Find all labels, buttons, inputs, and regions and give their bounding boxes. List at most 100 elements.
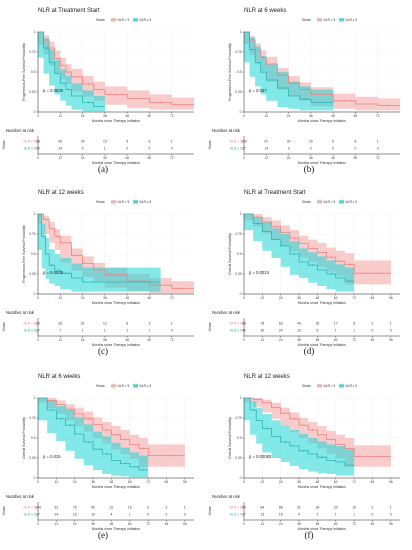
risk-count: 0 <box>171 329 173 333</box>
risk-count: 2 <box>166 506 168 510</box>
risk-x-tick-label: 24 <box>279 522 283 526</box>
y-axis-label: Progression-Free Survival Probability <box>228 43 232 101</box>
x-tick-label: 84 <box>371 480 375 484</box>
risk-count: 1 <box>104 147 106 151</box>
legend: Strata NLR < 5 NLR ≥ 5 <box>302 199 357 204</box>
risk-count: 6 <box>316 329 318 333</box>
risk-x-tick-label: 48 <box>110 522 114 526</box>
risk-row-label-0: NLR < 5 <box>23 140 36 144</box>
x-tick-label: 36 <box>103 296 107 300</box>
risk-count: 5 <box>82 147 84 151</box>
panel-title: NLR at 12 weeks <box>244 374 290 380</box>
risk-count: 16 <box>279 513 283 517</box>
risk-count: 27 <box>36 513 40 517</box>
risk-count: 2 <box>310 147 312 151</box>
risk-count: 44 <box>297 322 301 326</box>
risk-x-tick-label: 96 <box>389 522 393 526</box>
risk-x-tick-label: 72 <box>146 522 150 526</box>
x-tick-label: 24 <box>287 114 291 118</box>
y-tick-label: 0.5 <box>237 436 242 440</box>
x-tick-label: 0 <box>243 480 245 484</box>
legend-label-0: NLR < 5 <box>118 200 130 204</box>
risk-x-axis-label: Months since Therapy Initiation <box>92 527 140 531</box>
risk-count: 30 <box>287 140 291 144</box>
y-tick-label: 0.25 <box>29 456 36 460</box>
legend-title: Strata <box>96 384 105 388</box>
risk-count: 104 <box>35 506 41 510</box>
y-tick-label: 0.75 <box>29 416 36 420</box>
risk-count: 1 <box>129 513 131 517</box>
risk-x-tick-label: 0 <box>37 156 39 160</box>
y-tick-label: 0.5 <box>31 252 36 256</box>
ci-band-1 <box>244 398 355 476</box>
risk-count: 78 <box>261 322 265 326</box>
risk-count: 31 <box>110 506 114 510</box>
risk-count: 8 <box>126 322 128 326</box>
x-tick-label: 60 <box>334 480 338 484</box>
x-tick-label: 36 <box>103 114 107 118</box>
risk-count: 9 <box>126 140 128 144</box>
risk-x-tick-label: 0 <box>37 522 39 526</box>
risk-count: 2 <box>316 513 318 517</box>
risk-row-label-1: NLR ≥ 5 <box>24 513 37 517</box>
risk-row-label-1: NLR ≥ 5 <box>230 147 243 151</box>
risk-count: 0 <box>390 513 392 517</box>
risk-count: 6 <box>355 140 357 144</box>
risk-x-tick-label: 24 <box>73 522 77 526</box>
risk-x-axis-label: Months since Therapy Initiation <box>298 527 346 531</box>
panel-caption: (d) <box>304 346 315 356</box>
risk-table-title: Number at risk <box>212 494 241 499</box>
x-tick-label: 96 <box>389 296 393 300</box>
km-panel-e: NLR at 6 weeks Strata NLR < 5 NLR ≥ 5 0 0.25 0… <box>2 374 194 540</box>
y-tick-label: 1 <box>34 212 36 216</box>
risk-count: 2 <box>372 322 374 326</box>
risk-x-tick-label: 72 <box>352 522 356 526</box>
legend: Strata NLR < 5 NLR ≥ 5 <box>96 383 151 388</box>
risk-x-tick-label: 60 <box>148 156 152 160</box>
risk-count: 1 <box>149 329 151 333</box>
risk-count: 0 <box>355 147 357 151</box>
risk-x-tick-label: 96 <box>183 522 187 526</box>
km-panel-f: NLR at 12 weeks Strata NLR < 5 NLR ≥ 5 0 0.25… <box>208 374 400 540</box>
risk-x-tick-label: 48 <box>316 338 320 342</box>
risk-count: 1 <box>82 329 84 333</box>
risk-x-tick-label: 84 <box>165 522 169 526</box>
legend-label-0: NLR < 5 <box>324 200 336 204</box>
y-tick-label: 0.75 <box>235 50 242 54</box>
risk-x-tick-label: 48 <box>331 156 335 160</box>
risk-count: 9 <box>332 140 334 144</box>
risk-x-tick-label: 24 <box>81 156 85 160</box>
survival-curve-1 <box>38 31 105 107</box>
ci-band-1 <box>38 214 161 292</box>
p-value: p = 0.00083 <box>249 454 272 459</box>
x-axis-label: Months since Therapy Initiation <box>92 119 140 123</box>
km-panel-b: NLR at 6 weeks Strata NLR < 5 NLR ≥ 5 0 0.25 0… <box>208 8 400 174</box>
risk-x-tick-label: 36 <box>91 522 95 526</box>
survival-curve-1 <box>244 213 355 282</box>
x-tick-label: 60 <box>148 296 152 300</box>
risk-count: 17 <box>334 322 338 326</box>
risk-count: 2 <box>372 506 374 510</box>
x-tick-label: 0 <box>37 114 39 118</box>
x-tick-label: 96 <box>183 480 187 484</box>
risk-count: 0 <box>126 147 128 151</box>
x-tick-label: 96 <box>389 480 393 484</box>
risk-count: 20 <box>334 506 338 510</box>
km-panel-c: NLR at 12 weeks Strata NLR < 5 NLR ≥ 5 0 0.25… <box>2 190 194 356</box>
risk-count: 31 <box>81 322 85 326</box>
legend-title: Strata <box>302 200 311 204</box>
legend: Strata NLR < 5 NLR ≥ 5 <box>96 199 151 204</box>
y-axis-label: Progression-Free Survival Probability <box>22 43 26 101</box>
risk-x-tick-label: 96 <box>389 338 393 342</box>
risk-count: 13 <box>297 329 301 333</box>
risk-count: 1 <box>353 513 355 517</box>
risk-table-title: Number at risk <box>6 128 35 133</box>
survival-curve-0 <box>38 397 185 456</box>
risk-count: 1 <box>390 322 392 326</box>
risk-count: 0 <box>184 513 186 517</box>
y-axis-label: Overall Survival Probability <box>228 417 232 459</box>
risk-count: 40 <box>36 147 40 151</box>
risk-row-label-0: NLR < 5 <box>23 506 36 510</box>
legend-title: Strata <box>302 384 311 388</box>
risk-row-label-0: NLR < 5 <box>229 506 242 510</box>
